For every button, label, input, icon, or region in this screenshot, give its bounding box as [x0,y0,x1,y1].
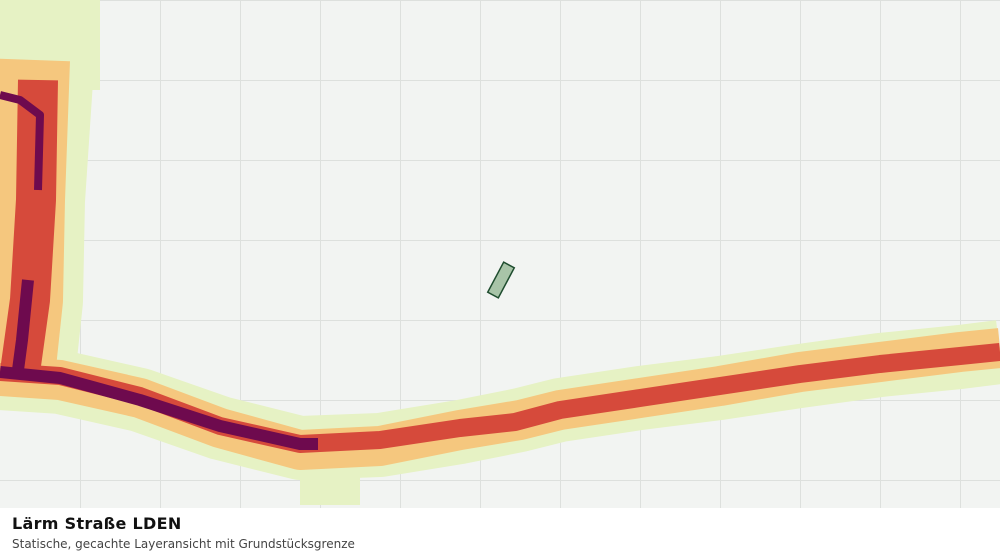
caption: Lärm Straße LDEN Statische, gecachte Lay… [0,508,1000,560]
layer-title: Lärm Straße LDEN [12,514,182,533]
noise-layer [0,0,1000,505]
tile-grid [0,0,1000,508]
layer-subtitle: Statische, gecachte Layeransicht mit Gru… [12,537,355,551]
noise-zone [12,279,34,371]
noise-zone [0,91,44,191]
map [0,0,1000,508]
noise-zone [0,366,318,450]
parcel-boundary[interactable] [486,261,516,299]
